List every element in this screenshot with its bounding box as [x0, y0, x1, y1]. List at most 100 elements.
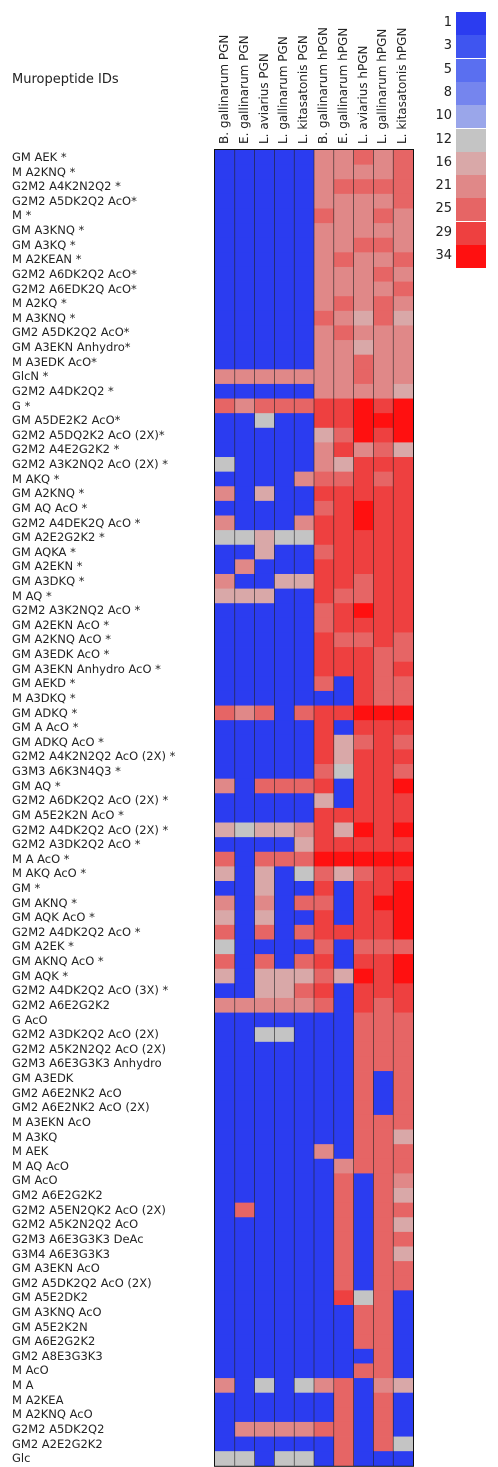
heatmap-cell — [274, 398, 295, 414]
heatmap-cell — [294, 1012, 315, 1028]
heatmap-cell — [393, 354, 414, 370]
heatmap-cell — [215, 1261, 236, 1277]
row-label: GM2 A5DK2Q2 AcO (2X) — [12, 1275, 152, 1290]
heatmap-cell — [333, 881, 354, 897]
heatmap-cell — [393, 822, 414, 838]
heatmap-cell — [254, 559, 275, 575]
heatmap-cell — [353, 734, 374, 750]
heatmap-cell — [254, 471, 275, 487]
heatmap-cell — [314, 837, 335, 853]
heatmap-cell — [333, 617, 354, 633]
heatmap-cell — [294, 705, 315, 721]
heatmap-cell — [215, 354, 236, 370]
heatmap-cell — [333, 354, 354, 370]
column-label: E. gallinarum PGN — [236, 35, 251, 144]
heatmap-cell — [393, 851, 414, 867]
heatmap-cell — [294, 252, 315, 268]
heatmap-cell — [234, 1319, 255, 1335]
heatmap-cell — [215, 1246, 236, 1262]
legend-label: 21 — [435, 178, 452, 194]
heatmap-cell — [333, 325, 354, 341]
heatmap-cell — [234, 968, 255, 984]
heatmap-cell — [393, 1246, 414, 1262]
heatmap-cell — [314, 530, 335, 546]
heatmap-cell — [373, 1158, 394, 1174]
heatmap-cell — [274, 910, 295, 926]
heatmap-cell — [254, 705, 275, 721]
heatmap-cell — [274, 559, 295, 575]
heatmap-cell — [373, 705, 394, 721]
heatmap-cell — [254, 193, 275, 209]
heatmap-cell — [294, 734, 315, 750]
heatmap-cell — [234, 997, 255, 1013]
heatmap-cell — [314, 603, 335, 619]
heatmap-cell — [333, 310, 354, 326]
row-label: GM AcO — [12, 1173, 58, 1188]
heatmap-cell — [274, 720, 295, 736]
heatmap-cell — [215, 1129, 236, 1145]
heatmap-cell — [333, 632, 354, 648]
row-label: M A3DKQ * — [12, 690, 76, 705]
heatmap-cell — [215, 252, 236, 268]
heatmap-cell — [353, 544, 374, 560]
heatmap-cell — [254, 1290, 275, 1306]
heatmap-cell — [314, 471, 335, 487]
heatmap-cell — [234, 749, 255, 765]
heatmap-cell — [294, 690, 315, 706]
heatmap-cell — [274, 1202, 295, 1218]
heatmap-cell — [353, 749, 374, 765]
heatmap-cell — [234, 1231, 255, 1247]
heatmap-cell — [215, 1173, 236, 1189]
heatmap-cell — [393, 340, 414, 356]
heatmap-cell — [373, 310, 394, 326]
legend-item: 3 — [414, 35, 494, 59]
heatmap-cell — [215, 676, 236, 692]
heatmap-cell — [333, 1421, 354, 1437]
heatmap-cell — [353, 530, 374, 546]
heatmap-cell — [234, 866, 255, 882]
legend-label: 25 — [435, 201, 452, 217]
heatmap-cell — [254, 1217, 275, 1233]
row-label: GM A3KQ * — [12, 237, 76, 252]
row-label: M A — [12, 1378, 34, 1393]
heatmap-cell — [373, 734, 394, 750]
heatmap-cell — [234, 1421, 255, 1437]
heatmap-cell — [294, 281, 315, 297]
heatmap-cell — [215, 793, 236, 809]
row-label: GM ADKQ * — [12, 705, 78, 720]
row-label: M A3KNQ * — [12, 310, 76, 325]
legend-item: 25 — [414, 198, 494, 222]
heatmap-cell — [215, 1378, 236, 1394]
heatmap-cell — [393, 559, 414, 575]
heatmap-cell — [215, 851, 236, 867]
heatmap-cell — [215, 1451, 236, 1467]
heatmap-cell — [393, 1100, 414, 1116]
heatmap-cell — [254, 1027, 275, 1043]
heatmap-cell — [254, 1041, 275, 1057]
row-label: GM A2EKN * — [12, 559, 83, 574]
heatmap-cell — [294, 1290, 315, 1306]
heatmap-cell — [393, 1304, 414, 1320]
heatmap-cell — [234, 676, 255, 692]
heatmap-cell — [333, 1114, 354, 1130]
heatmap-cell — [373, 1217, 394, 1233]
heatmap-cell — [353, 1041, 374, 1057]
heatmap-cell — [333, 603, 354, 619]
heatmap-cell — [314, 690, 335, 706]
heatmap-cell — [274, 1334, 295, 1350]
heatmap-cell — [274, 1348, 295, 1364]
heatmap-cell — [333, 413, 354, 429]
heatmap-cell — [274, 1071, 295, 1087]
heatmap-cell — [373, 179, 394, 195]
heatmap-cell — [254, 1246, 275, 1262]
row-label: M AQ * — [12, 588, 52, 603]
heatmap-cell — [393, 983, 414, 999]
heatmap-cell — [215, 939, 236, 955]
heatmap-cell — [254, 881, 275, 897]
heatmap-cell — [333, 281, 354, 297]
heatmap-cell — [294, 296, 315, 312]
heatmap-cell — [353, 179, 374, 195]
heatmap-cell — [215, 705, 236, 721]
heatmap-cell — [254, 1378, 275, 1394]
heatmap-cell — [393, 647, 414, 663]
